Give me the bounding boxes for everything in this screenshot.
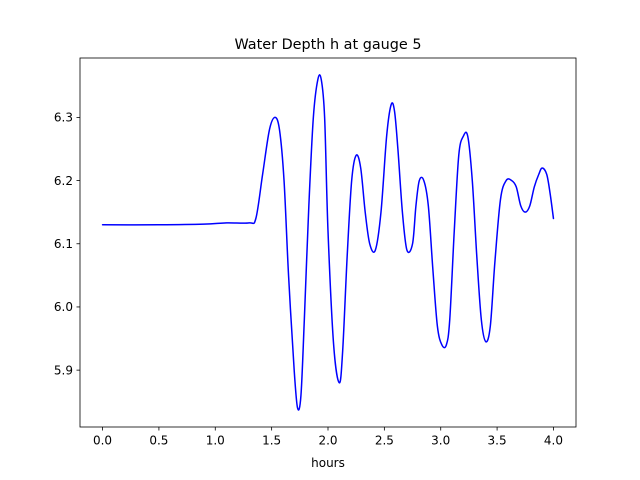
y-tick-label: 6.0 [54,300,73,314]
x-axis: 0.0 0.5 1.0 1.5 2.0 2.5 3.0 3.5 4.0 [93,427,563,448]
x-axis-label: hours [311,456,345,470]
x-tick-label: 0.0 [93,434,112,448]
series-layer [101,73,555,411]
x-tick-label: 1.5 [262,434,281,448]
plot-area-frame [79,57,577,428]
chart-title: Water Depth h at gauge 5 [234,37,421,53]
x-tick-label: 3.0 [431,434,450,448]
x-tick-label: 2.0 [318,434,337,448]
y-tick-label: 6.2 [54,174,73,188]
series-line [101,73,555,411]
y-axis: 5.9 6.0 6.1 6.2 6.3 [54,111,80,377]
x-tick-label: 4.0 [544,434,563,448]
y-tick-label: 5.9 [54,363,73,377]
y-tick-label: 6.1 [54,237,73,251]
y-tick-label: 6.3 [54,111,73,125]
x-tick-label: 3.5 [488,434,507,448]
x-tick-label: 1.0 [206,434,225,448]
x-tick-label: 0.5 [149,434,168,448]
x-tick-label: 2.5 [375,434,394,448]
